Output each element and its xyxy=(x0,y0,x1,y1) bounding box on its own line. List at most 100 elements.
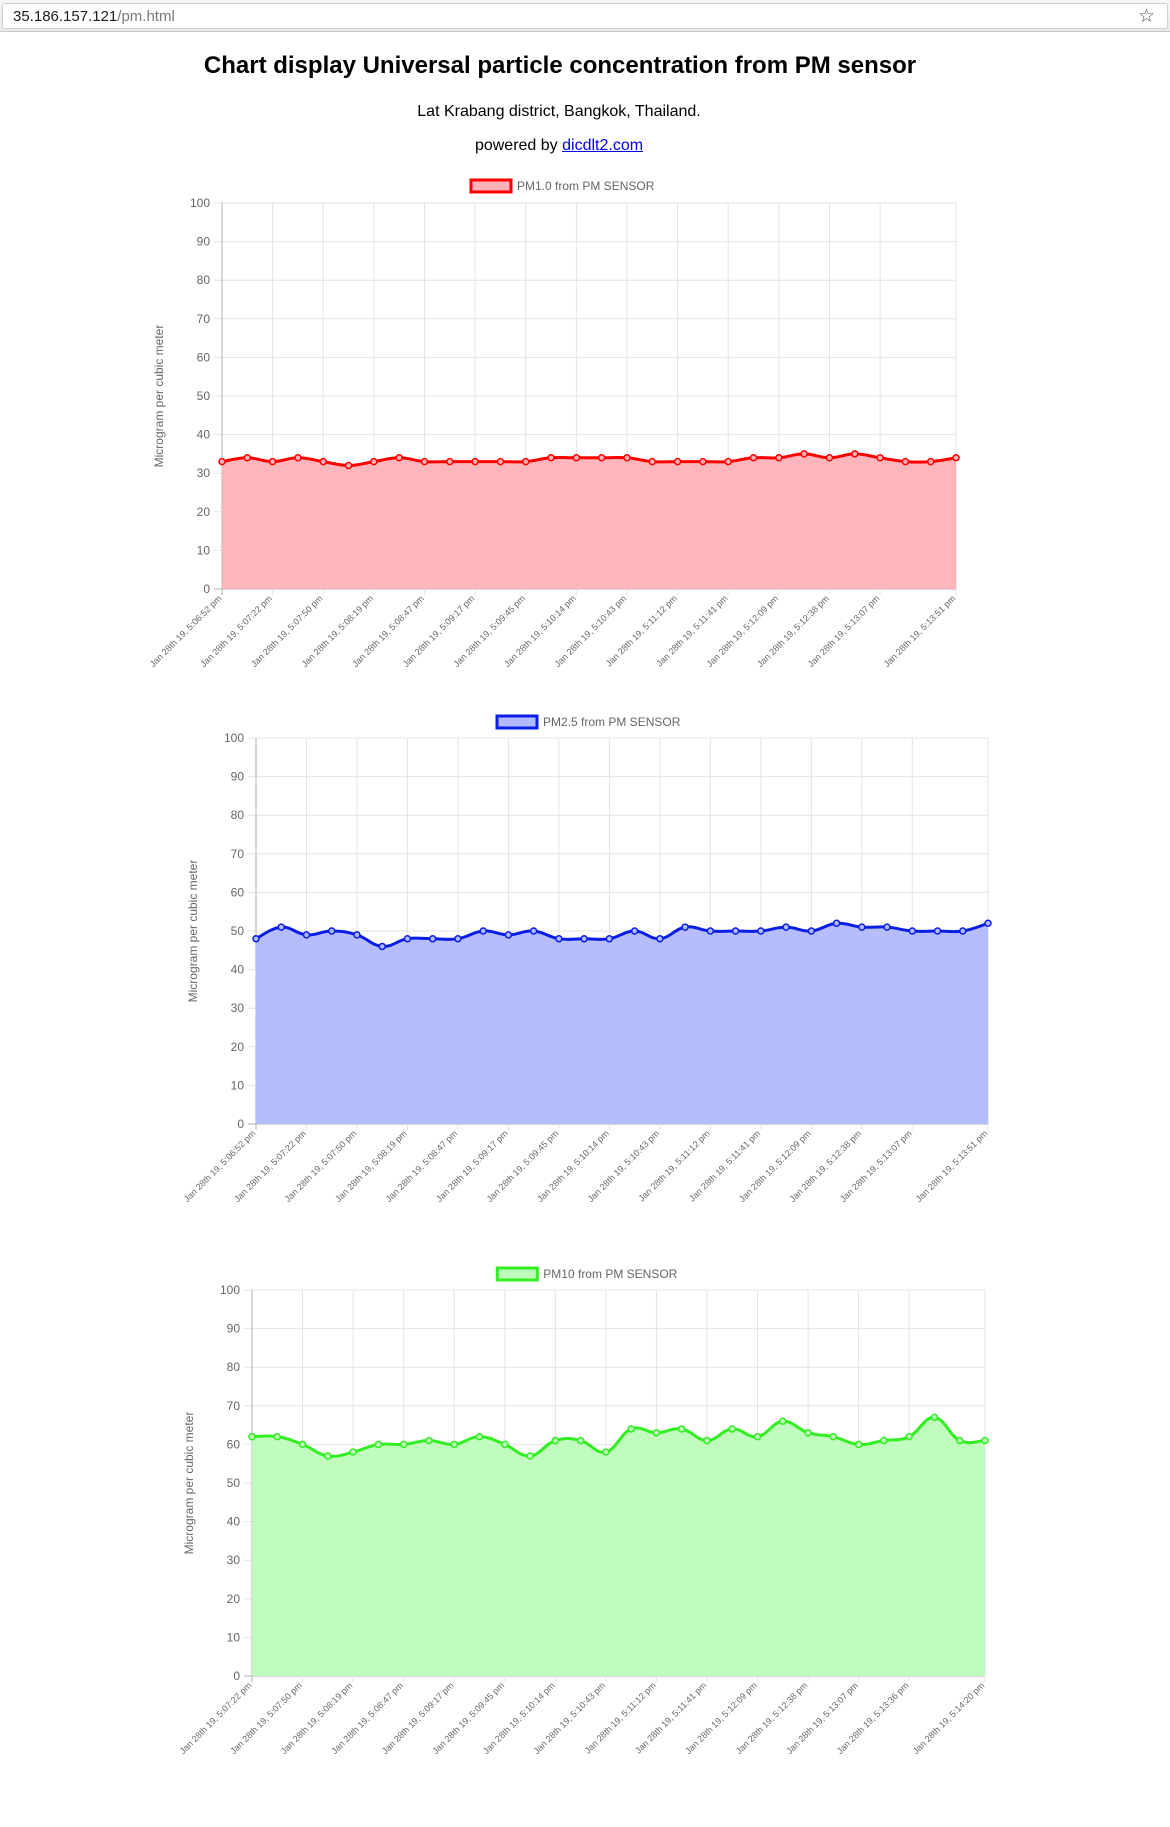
data-point[interactable] xyxy=(302,931,311,939)
data-point[interactable] xyxy=(880,1436,888,1445)
data-point[interactable] xyxy=(576,1436,585,1445)
data-point[interactable] xyxy=(829,1432,838,1441)
data-point[interactable] xyxy=(403,934,412,943)
data-point[interactable] xyxy=(908,927,917,935)
data-point[interactable] xyxy=(858,923,866,931)
legend[interactable]: PM2.5 from PM SENSOR xyxy=(495,714,681,730)
data-point[interactable] xyxy=(656,934,664,943)
data-point[interactable] xyxy=(273,1432,282,1441)
data-point[interactable] xyxy=(547,454,555,462)
data-point[interactable] xyxy=(428,934,437,943)
data-point[interactable] xyxy=(580,934,588,943)
data-point[interactable] xyxy=(277,923,285,931)
data-point[interactable] xyxy=(572,454,581,462)
data-point[interactable] xyxy=(327,927,336,935)
data-point[interactable] xyxy=(496,457,505,466)
data-point[interactable] xyxy=(699,457,707,466)
data-point[interactable] xyxy=(551,1436,560,1445)
data-point[interactable] xyxy=(926,457,935,466)
data-point[interactable] xyxy=(652,1429,661,1437)
data-point[interactable] xyxy=(602,1448,610,1456)
powered-by-link[interactable]: dicdlt2.com xyxy=(562,137,644,154)
data-point[interactable] xyxy=(753,1432,762,1441)
data-point[interactable] xyxy=(851,450,859,458)
data-point[interactable] xyxy=(294,454,302,462)
address-bar[interactable]: 35.186.157.121/pm.html ☆ xyxy=(2,3,1168,29)
data-point[interactable] xyxy=(930,1413,939,1422)
data-point[interactable] xyxy=(378,942,386,951)
data-point[interactable] xyxy=(959,927,967,935)
data-point[interactable] xyxy=(319,457,327,466)
data-point[interactable] xyxy=(597,454,606,462)
data-point[interactable] xyxy=(268,457,277,466)
data-point[interactable] xyxy=(955,1436,964,1445)
data-point[interactable] xyxy=(395,454,403,462)
data-point[interactable] xyxy=(832,919,841,928)
data-point[interactable] xyxy=(298,1440,307,1449)
data-point[interactable] xyxy=(825,454,834,462)
data-point[interactable] xyxy=(479,927,487,935)
data-point[interactable] xyxy=(782,923,790,931)
data-point[interactable] xyxy=(883,923,891,931)
y-tick-label: 100 xyxy=(224,731,244,745)
data-point[interactable] xyxy=(399,1440,408,1449)
data-point[interactable] xyxy=(981,1436,989,1445)
data-point[interactable] xyxy=(526,1452,534,1460)
data-point[interactable] xyxy=(446,457,454,466)
data-point[interactable] xyxy=(807,927,816,935)
data-point[interactable] xyxy=(749,454,758,462)
data-point[interactable] xyxy=(353,931,361,939)
data-point[interactable] xyxy=(804,1429,812,1437)
data-point[interactable] xyxy=(775,454,783,462)
data-point[interactable] xyxy=(248,1432,256,1441)
data-point[interactable] xyxy=(420,457,429,466)
data-point[interactable] xyxy=(876,454,884,462)
data-point[interactable] xyxy=(243,454,252,462)
data-point[interactable] xyxy=(218,457,226,466)
data-point[interactable] xyxy=(952,454,960,462)
data-point[interactable] xyxy=(933,927,942,935)
data-point[interactable] xyxy=(779,1417,787,1425)
data-point[interactable] xyxy=(450,1440,458,1449)
data-point[interactable] xyxy=(677,1425,686,1433)
data-point[interactable] xyxy=(471,457,479,466)
data-point[interactable] xyxy=(349,1448,357,1456)
x-tick-label: Jan 28th 19, 5:13:51 pm xyxy=(882,593,958,669)
data-point[interactable] xyxy=(905,1432,913,1441)
data-point[interactable] xyxy=(344,461,353,470)
data-point[interactable] xyxy=(555,934,563,943)
data-point[interactable] xyxy=(731,927,740,935)
data-point[interactable] xyxy=(627,1425,635,1433)
data-point[interactable] xyxy=(454,934,462,943)
data-point[interactable] xyxy=(501,1440,509,1449)
data-point[interactable] xyxy=(648,457,657,466)
data-point[interactable] xyxy=(370,457,378,466)
data-point[interactable] xyxy=(728,1425,736,1433)
data-point[interactable] xyxy=(529,927,538,935)
data-point[interactable] xyxy=(854,1440,863,1449)
y-tick-label: 60 xyxy=(227,1437,241,1451)
data-point[interactable] xyxy=(984,919,992,928)
data-point[interactable] xyxy=(630,927,639,935)
data-point[interactable] xyxy=(504,931,513,939)
data-point[interactable] xyxy=(673,457,682,466)
data-point[interactable] xyxy=(425,1436,433,1445)
data-point[interactable] xyxy=(800,450,808,458)
data-point[interactable] xyxy=(252,934,260,943)
data-point[interactable] xyxy=(757,927,765,935)
data-point[interactable] xyxy=(901,457,910,466)
legend[interactable]: PM1.0 from PM SENSOR xyxy=(469,178,655,194)
data-point[interactable] xyxy=(374,1440,383,1449)
data-point[interactable] xyxy=(724,457,732,466)
data-point[interactable] xyxy=(681,923,689,931)
data-point[interactable] xyxy=(475,1432,484,1441)
data-point[interactable] xyxy=(324,1452,332,1460)
url-text[interactable]: 35.186.157.121/pm.html xyxy=(13,8,175,25)
data-point[interactable] xyxy=(521,457,530,466)
star-icon[interactable]: ☆ xyxy=(1137,5,1155,27)
data-point[interactable] xyxy=(605,934,614,943)
legend[interactable]: PM10 from PM SENSOR xyxy=(495,1266,678,1282)
data-point[interactable] xyxy=(706,927,715,935)
data-point[interactable] xyxy=(703,1436,711,1445)
data-point[interactable] xyxy=(623,454,631,462)
